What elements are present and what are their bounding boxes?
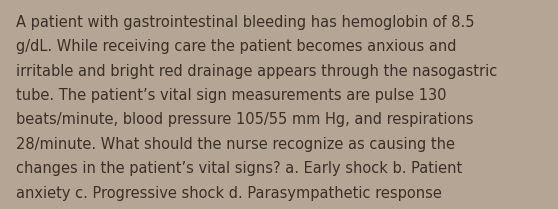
Text: changes in the patient’s vital signs? a. Early shock b. Patient: changes in the patient’s vital signs? a.… (16, 161, 462, 176)
Text: A patient with gastrointestinal bleeding has hemoglobin of 8.5: A patient with gastrointestinal bleeding… (16, 15, 474, 30)
Text: irritable and bright red drainage appears through the nasogastric: irritable and bright red drainage appear… (16, 64, 497, 79)
Text: anxiety c. Progressive shock d. Parasympathetic response: anxiety c. Progressive shock d. Parasymp… (16, 186, 441, 201)
Text: 28/minute. What should the nurse recognize as causing the: 28/minute. What should the nurse recogni… (16, 137, 455, 152)
Text: g/dL. While receiving care the patient becomes anxious and: g/dL. While receiving care the patient b… (16, 39, 456, 54)
Text: beats/minute, blood pressure 105/55 mm Hg, and respirations: beats/minute, blood pressure 105/55 mm H… (16, 112, 473, 127)
Text: tube. The patient’s vital sign measurements are pulse 130: tube. The patient’s vital sign measureme… (16, 88, 446, 103)
